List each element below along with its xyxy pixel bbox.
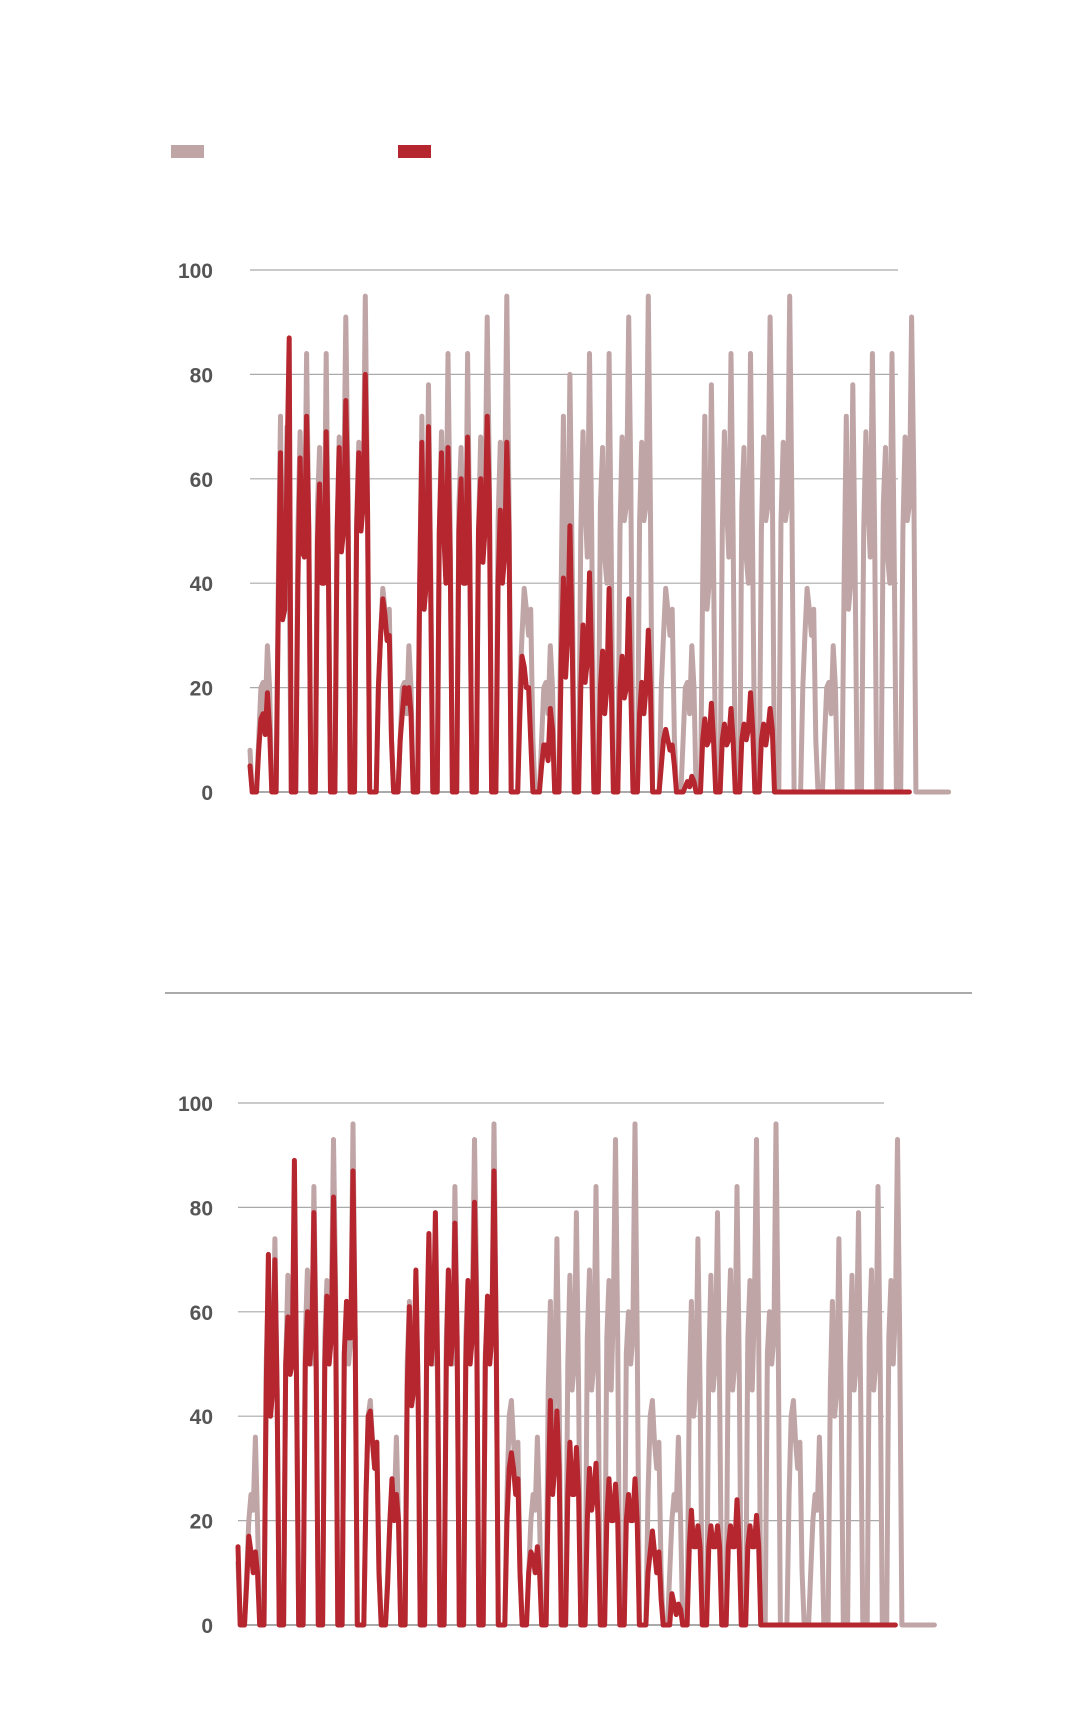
line-chart-bottom: 0 20 40 60 80 100 — [178, 1093, 937, 1638]
series-line-2 — [235, 1157, 898, 1628]
y-tick-label: 60 — [190, 469, 213, 492]
y-tick-label: 100 — [178, 1093, 213, 1116]
y-tick-label: 100 — [178, 260, 213, 283]
y-tick-label: 20 — [190, 678, 213, 701]
y-tick-label: 80 — [190, 364, 213, 387]
legend-swatch-series-1 — [171, 145, 204, 158]
line-chart-top: 0 20 40 60 80 100 — [178, 260, 952, 805]
y-tick-label: 0 — [201, 1615, 213, 1638]
chart-divider — [165, 992, 972, 994]
y-tick-label: 60 — [190, 1302, 213, 1325]
y-tick-label: 80 — [190, 1197, 213, 1220]
y-tick-label: 20 — [190, 1511, 213, 1534]
y-tick-label: 0 — [201, 782, 213, 805]
y-tick-label: 40 — [190, 1406, 213, 1429]
legend-swatch-series-2 — [398, 145, 431, 158]
y-tick-label: 40 — [190, 573, 213, 596]
series-line-2 — [247, 335, 912, 795]
